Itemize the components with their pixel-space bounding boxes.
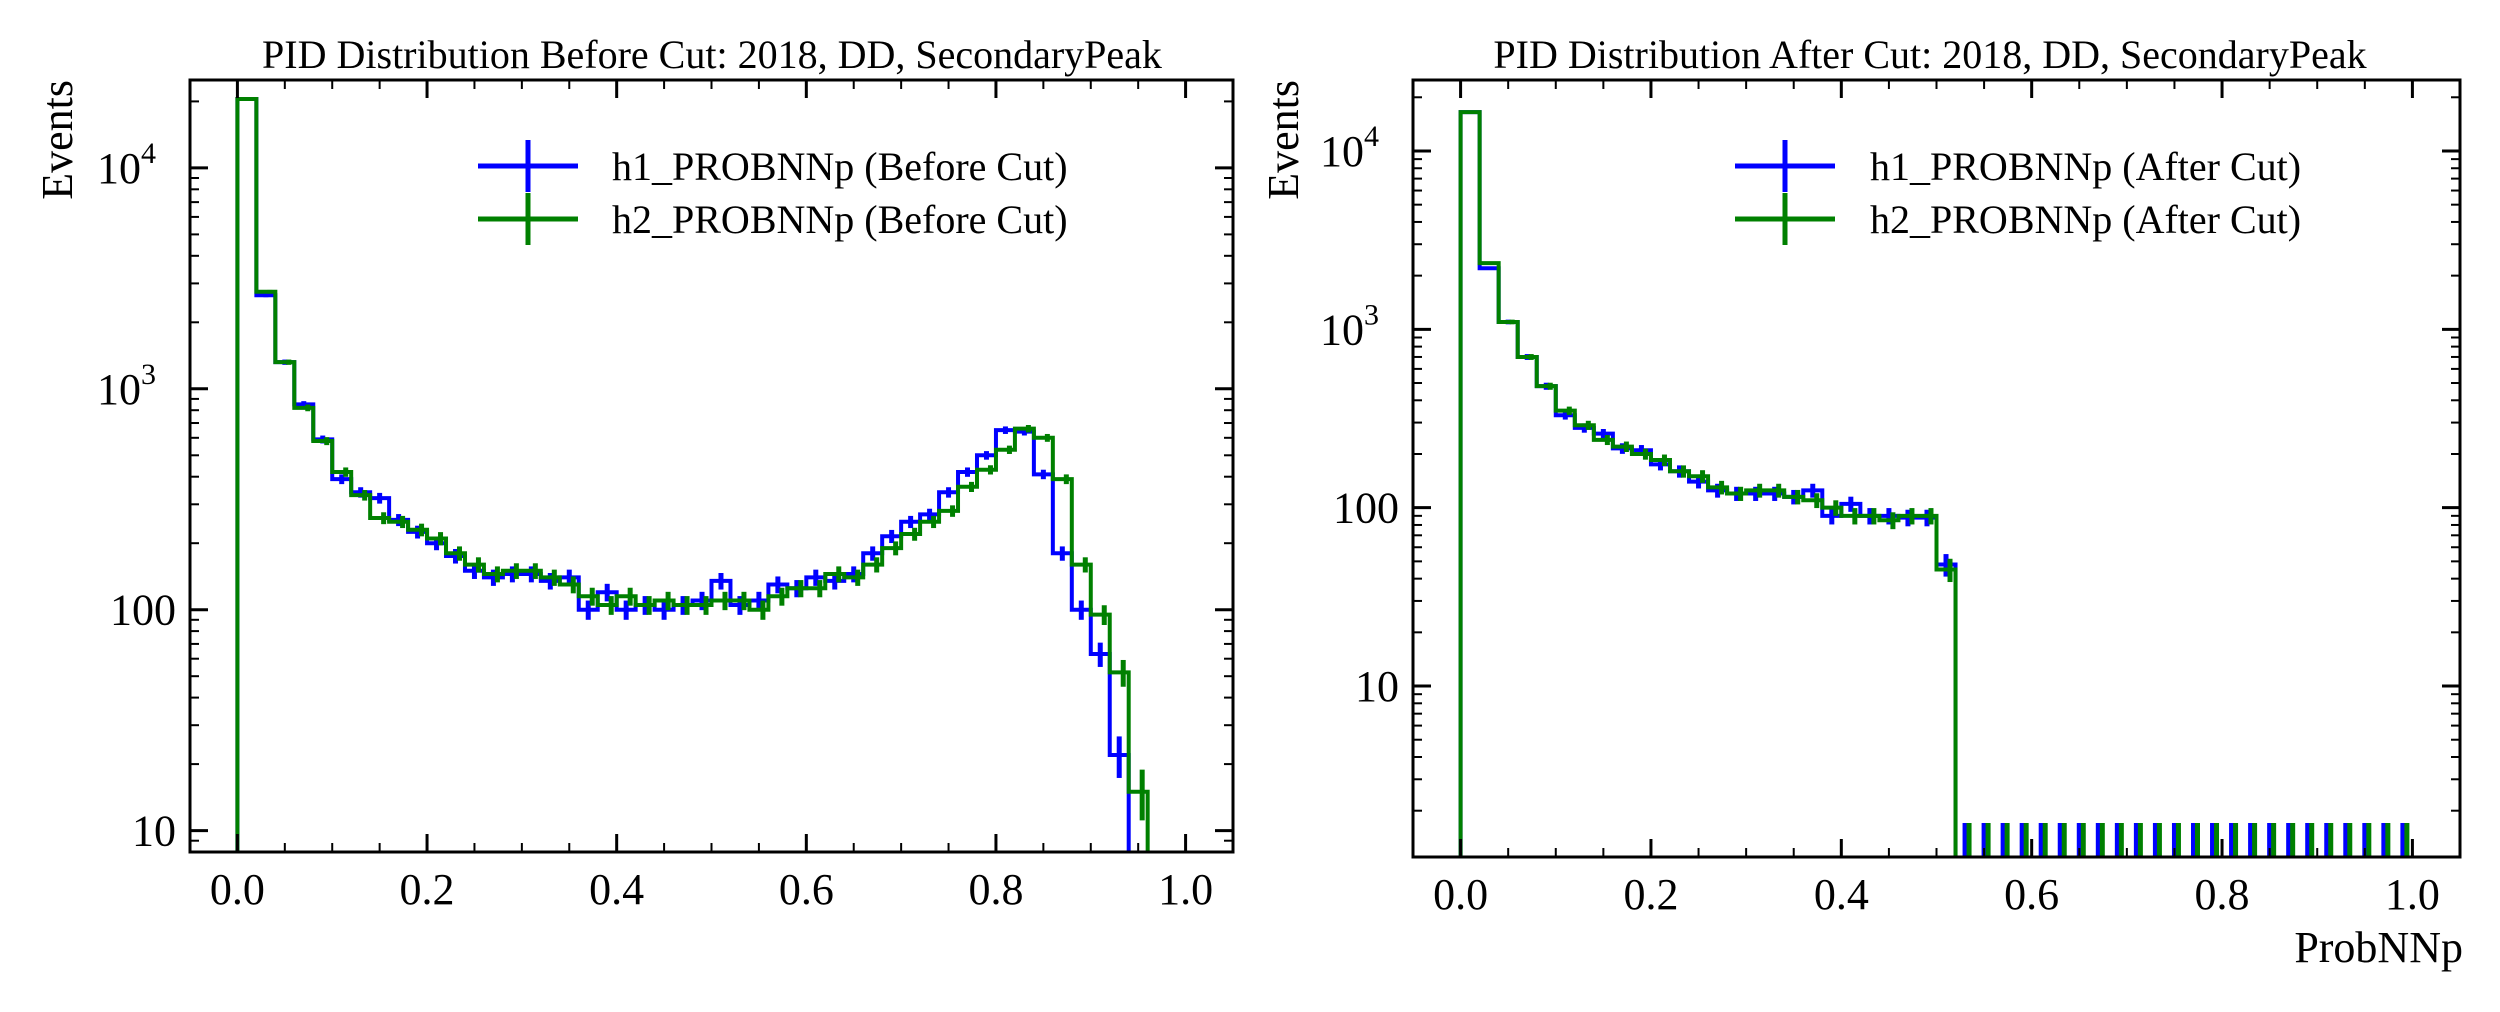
- axes-frame: [188, 78, 1235, 854]
- legend: h1_PROBNNp (After Cut) h2_PROBNNp (After…: [1735, 140, 2301, 245]
- y-tick-label: 100: [1333, 484, 1399, 533]
- x-tick-label: 0.6: [779, 865, 834, 914]
- legend-entry-h1: h1_PROBNNp (Before Cut): [478, 140, 1068, 192]
- plot-area: [235, 97, 1150, 852]
- x-tick-label: 0.8: [2195, 870, 2250, 919]
- series-h2: [1458, 110, 2410, 857]
- y-tick-label: 103: [97, 358, 156, 414]
- x-tick-label: 1.0: [1158, 865, 1213, 914]
- legend: h1_PROBNNp (Before Cut) h2_PROBNNp (Befo…: [478, 140, 1068, 245]
- x-axis-label: ProbNNp: [2294, 923, 2463, 972]
- legend-entry-h2: h2_PROBNNp (Before Cut): [478, 193, 1068, 245]
- x-tick-label: 0.0: [1433, 870, 1488, 919]
- series-h2: [235, 97, 1150, 852]
- x-tick-label: 0.0: [210, 865, 265, 914]
- panel-before-cut: PID Distribution Before Cut: 2018, DD, S…: [33, 32, 1235, 914]
- legend-label-h1: h1_PROBNNp (Before Cut): [612, 144, 1068, 189]
- axis-ticks: 0.0 0.2 0.4 0.6 0.8 1.0 10 100 103 104: [97, 80, 1234, 914]
- legend-entry-h1: h1_PROBNNp (After Cut): [1735, 140, 2301, 192]
- y-tick-label: 103: [1320, 298, 1379, 354]
- legend-entry-h2: h2_PROBNNp (After Cut): [1735, 193, 2301, 245]
- y-axis-label: Events: [33, 80, 82, 200]
- chart-title: PID Distribution After Cut: 2018, DD, Se…: [1493, 32, 2366, 77]
- axes-frame: [1411, 78, 2462, 859]
- x-tick-label: 0.8: [968, 865, 1023, 914]
- panel-after-cut: PID Distribution After Cut: 2018, DD, Se…: [1259, 32, 2463, 972]
- legend-label-h2: h2_PROBNNp (After Cut): [1870, 197, 2301, 242]
- chart-title: PID Distribution Before Cut: 2018, DD, S…: [262, 32, 1162, 77]
- legend-label-h1: h1_PROBNNp (After Cut): [1870, 144, 2301, 189]
- y-tick-label: 104: [1320, 120, 1379, 176]
- x-tick-label: 0.2: [1623, 870, 1678, 919]
- x-tick-label: 0.6: [2004, 870, 2059, 919]
- plot-area: [1458, 110, 2410, 857]
- x-tick-label: 0.4: [589, 865, 644, 914]
- legend-label-h2: h2_PROBNNp (Before Cut): [612, 197, 1068, 242]
- y-axis-label: Events: [1259, 80, 1308, 200]
- y-tick-label: 104: [97, 137, 156, 193]
- y-tick-label: 100: [110, 586, 176, 635]
- x-tick-label: 0.4: [1814, 870, 1869, 919]
- x-tick-label: 0.2: [400, 865, 455, 914]
- y-tick-label: 10: [1355, 662, 1399, 711]
- x-tick-label: 1.0: [2385, 870, 2440, 919]
- axis-ticks: 0.0 0.2 0.4 0.6 0.8 1.0 10 100 103 104: [1320, 80, 2461, 919]
- y-tick-label: 10: [132, 807, 176, 856]
